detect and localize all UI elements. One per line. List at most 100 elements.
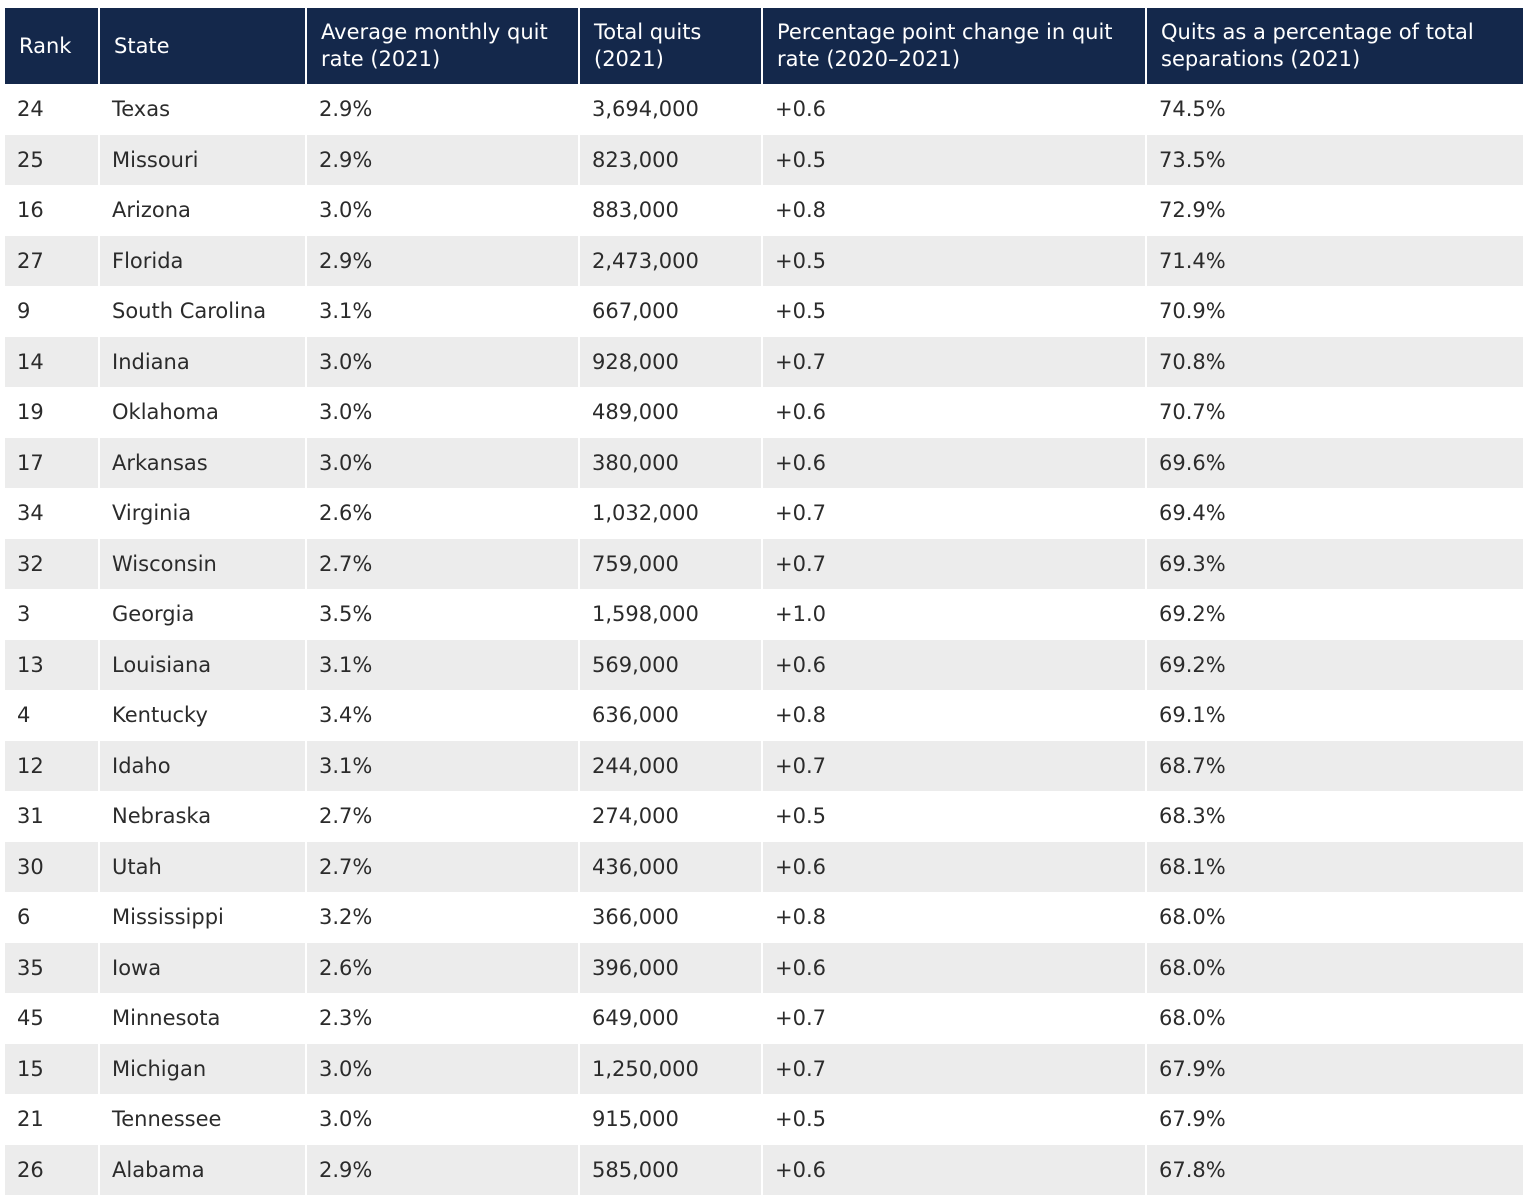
quits-pct-separations-cell: 69.3%	[1147, 538, 1523, 589]
quits-pct-separations-cell: 73.5%	[1147, 134, 1523, 185]
quits-pct-separations-cell: 68.0%	[1147, 942, 1523, 993]
quits-pct-separations-cell: 72.9%	[1147, 185, 1523, 236]
rank-cell: 4	[5, 690, 100, 741]
total-quits-cell: 274,000	[580, 791, 763, 842]
quit-rate-table: Rank State Average monthly quit rate (20…	[5, 8, 1523, 1195]
pp-change-cell: +0.8	[763, 690, 1147, 741]
quits-pct-separations-cell: 67.8%	[1147, 1144, 1523, 1195]
table-row: 27 Florida 2.9% 2,473,000 +0.5 71.4%	[5, 235, 1523, 286]
avg-quit-rate-cell: 2.6%	[307, 488, 580, 539]
total-quits-cell: 396,000	[580, 942, 763, 993]
state-cell: Wisconsin	[100, 538, 307, 589]
avg-quit-rate-cell: 3.0%	[307, 387, 580, 438]
pp-change-cell: +0.7	[763, 336, 1147, 387]
total-quits-cell: 915,000	[580, 1094, 763, 1145]
total-quits-cell: 883,000	[580, 185, 763, 236]
table-row: 30 Utah 2.7% 436,000 +0.6 68.1%	[5, 841, 1523, 892]
header-row: Rank State Average monthly quit rate (20…	[5, 8, 1523, 84]
state-cell: Georgia	[100, 589, 307, 640]
avg-quit-rate-cell: 2.9%	[307, 134, 580, 185]
state-cell: Florida	[100, 235, 307, 286]
header-total-quits[interactable]: Total quits (2021)	[580, 8, 763, 84]
avg-quit-rate-cell: 2.7%	[307, 538, 580, 589]
quits-pct-separations-cell: 74.5%	[1147, 84, 1523, 135]
avg-quit-rate-cell: 2.3%	[307, 993, 580, 1044]
table-row: 34 Virginia 2.6% 1,032,000 +0.7 69.4%	[5, 488, 1523, 539]
state-cell: Virginia	[100, 488, 307, 539]
table-row: 14 Indiana 3.0% 928,000 +0.7 70.8%	[5, 336, 1523, 387]
state-cell: Utah	[100, 841, 307, 892]
table-row: 12 Idaho 3.1% 244,000 +0.7 68.7%	[5, 740, 1523, 791]
avg-quit-rate-cell: 2.9%	[307, 1144, 580, 1195]
header-avg-quit-rate[interactable]: Average monthly quit rate (2021)	[307, 8, 580, 84]
quits-pct-separations-cell: 70.9%	[1147, 286, 1523, 337]
rank-cell: 32	[5, 538, 100, 589]
rank-cell: 35	[5, 942, 100, 993]
rank-cell: 25	[5, 134, 100, 185]
avg-quit-rate-cell: 2.6%	[307, 942, 580, 993]
rank-cell: 6	[5, 892, 100, 943]
avg-quit-rate-cell: 2.9%	[307, 235, 580, 286]
total-quits-cell: 823,000	[580, 134, 763, 185]
total-quits-cell: 667,000	[580, 286, 763, 337]
total-quits-cell: 366,000	[580, 892, 763, 943]
state-cell: Iowa	[100, 942, 307, 993]
rank-cell: 9	[5, 286, 100, 337]
pp-change-cell: +0.6	[763, 942, 1147, 993]
pp-change-cell: +0.6	[763, 639, 1147, 690]
total-quits-cell: 759,000	[580, 538, 763, 589]
pp-change-cell: +0.6	[763, 437, 1147, 488]
state-cell: Michigan	[100, 1043, 307, 1094]
quits-pct-separations-cell: 67.9%	[1147, 1094, 1523, 1145]
table-row: 24 Texas 2.9% 3,694,000 +0.6 74.5%	[5, 84, 1523, 135]
rank-cell: 17	[5, 437, 100, 488]
quits-pct-separations-cell: 68.0%	[1147, 993, 1523, 1044]
header-state[interactable]: State	[100, 8, 307, 84]
total-quits-cell: 380,000	[580, 437, 763, 488]
avg-quit-rate-cell: 2.7%	[307, 791, 580, 842]
quits-pct-separations-cell: 69.4%	[1147, 488, 1523, 539]
header-rank[interactable]: Rank	[5, 8, 100, 84]
rank-cell: 16	[5, 185, 100, 236]
state-cell: Kentucky	[100, 690, 307, 741]
rank-cell: 26	[5, 1144, 100, 1195]
rank-cell: 45	[5, 993, 100, 1044]
avg-quit-rate-cell: 3.1%	[307, 286, 580, 337]
quits-pct-separations-cell: 69.1%	[1147, 690, 1523, 741]
pp-change-cell: +0.7	[763, 538, 1147, 589]
rank-cell: 34	[5, 488, 100, 539]
avg-quit-rate-cell: 3.4%	[307, 690, 580, 741]
pp-change-cell: +0.5	[763, 791, 1147, 842]
rank-cell: 21	[5, 1094, 100, 1145]
total-quits-cell: 1,032,000	[580, 488, 763, 539]
table-row: 4 Kentucky 3.4% 636,000 +0.8 69.1%	[5, 690, 1523, 741]
table-row: 31 Nebraska 2.7% 274,000 +0.5 68.3%	[5, 791, 1523, 842]
rank-cell: 31	[5, 791, 100, 842]
header-pp-change[interactable]: Percentage point change in quit rate (20…	[763, 8, 1147, 84]
pp-change-cell: +0.5	[763, 286, 1147, 337]
state-cell: Tennessee	[100, 1094, 307, 1145]
pp-change-cell: +0.7	[763, 740, 1147, 791]
header-quits-pct-separations[interactable]: Quits as a percentage of total separatio…	[1147, 8, 1523, 84]
quits-pct-separations-cell: 70.7%	[1147, 387, 1523, 438]
table-row: 45 Minnesota 2.3% 649,000 +0.7 68.0%	[5, 993, 1523, 1044]
state-cell: Indiana	[100, 336, 307, 387]
total-quits-cell: 928,000	[580, 336, 763, 387]
table-row: 9 South Carolina 3.1% 667,000 +0.5 70.9%	[5, 286, 1523, 337]
quits-pct-separations-cell: 68.3%	[1147, 791, 1523, 842]
total-quits-cell: 649,000	[580, 993, 763, 1044]
total-quits-cell: 244,000	[580, 740, 763, 791]
avg-quit-rate-cell: 3.0%	[307, 437, 580, 488]
avg-quit-rate-cell: 3.0%	[307, 185, 580, 236]
state-cell: Missouri	[100, 134, 307, 185]
table-body: 24 Texas 2.9% 3,694,000 +0.6 74.5% 25 Missouri 2…	[5, 84, 1523, 1195]
table-header: Rank State Average monthly quit rate (20…	[5, 8, 1523, 84]
total-quits-cell: 636,000	[580, 690, 763, 741]
avg-quit-rate-cell: 2.7%	[307, 841, 580, 892]
quits-pct-separations-cell: 68.1%	[1147, 841, 1523, 892]
table-row: 35 Iowa 2.6% 396,000 +0.6 68.0%	[5, 942, 1523, 993]
avg-quit-rate-cell: 3.0%	[307, 1043, 580, 1094]
pp-change-cell: +0.7	[763, 993, 1147, 1044]
total-quits-cell: 569,000	[580, 639, 763, 690]
rank-cell: 3	[5, 589, 100, 640]
